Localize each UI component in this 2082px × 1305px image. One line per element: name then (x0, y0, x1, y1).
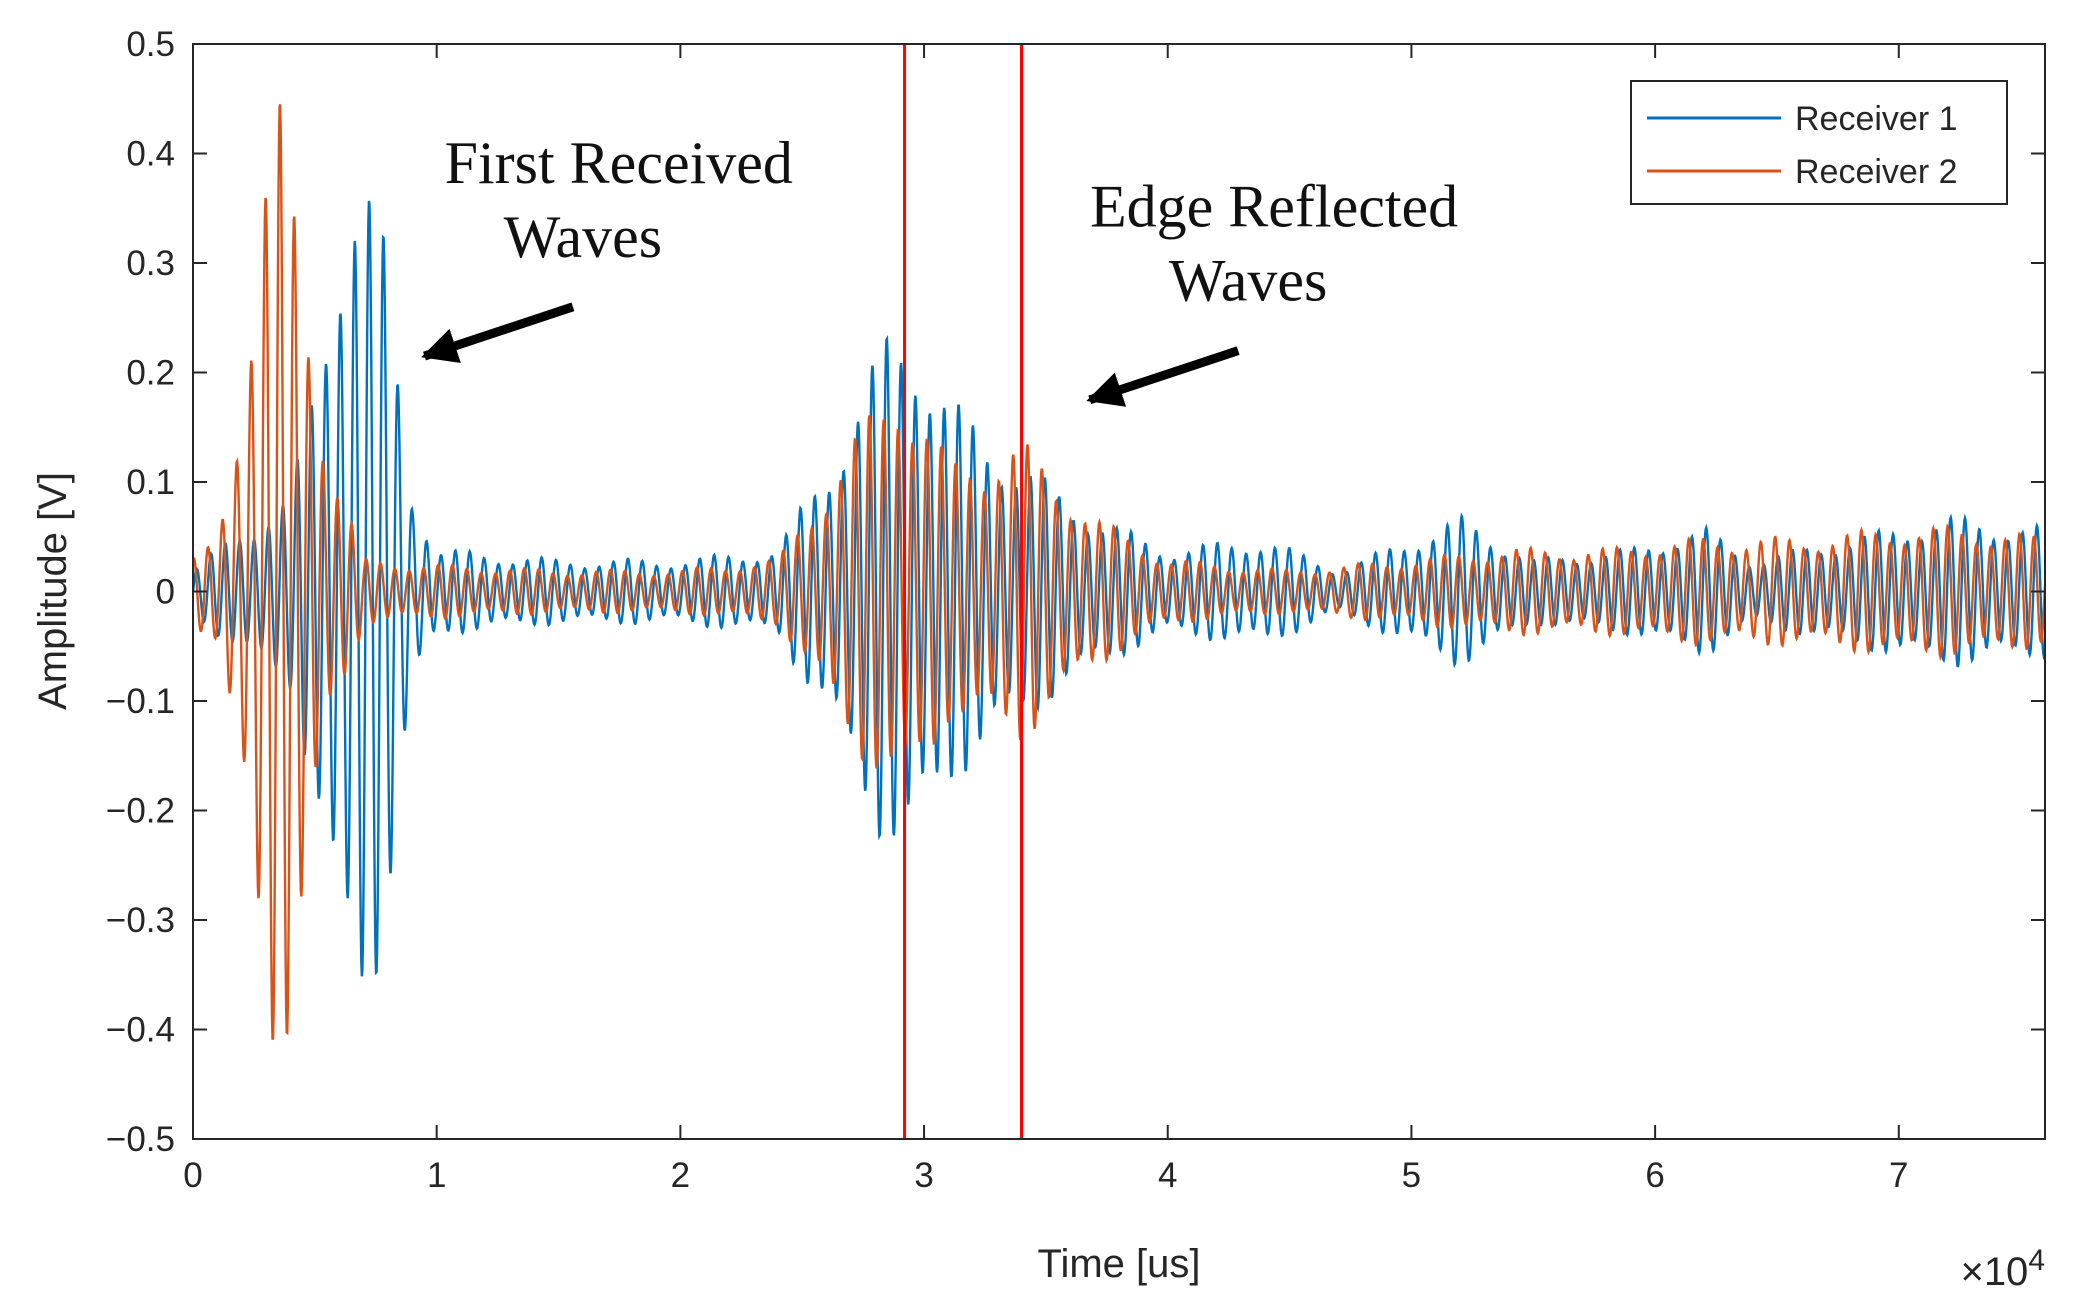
y-tick-label: 0 (156, 573, 175, 612)
y-tick-label: 0.3 (126, 244, 175, 283)
x-tick-label: 7 (1889, 1156, 1908, 1195)
x-tick-label: 4 (1158, 1156, 1177, 1195)
series-line-receiver-2 (193, 104, 2045, 1041)
series-line-receiver-1 (193, 200, 2045, 977)
annotation-text: Edge Reflected (1090, 174, 1458, 240)
x-tick-label: 6 (1645, 1156, 1664, 1195)
annotation-arrow (421, 302, 575, 363)
x-tick-label: 1 (427, 1156, 446, 1195)
y-tick-label: −0.2 (106, 792, 175, 831)
x-tick-label: 3 (914, 1156, 933, 1195)
series-layer (193, 104, 2045, 1041)
y-tick-label: −0.5 (106, 1120, 175, 1159)
x-axis-exponent-base: ×10 (1960, 1250, 2028, 1294)
annotation-text: Waves (1169, 248, 1327, 314)
reference-lines (903, 44, 1024, 1139)
y-tick-label: −0.1 (106, 682, 175, 721)
legend-box (1630, 80, 2008, 205)
x-axis-label: Time [us] (1038, 1242, 1201, 1286)
legend-label-receiver-2: Receiver 2 (1795, 153, 1958, 191)
y-tick-label: −0.3 (106, 901, 175, 940)
legend-label-receiver-1: Receiver 1 (1795, 100, 1958, 138)
y-tick-label: 0.1 (126, 463, 175, 502)
x-axis-exponent-power: 4 (2028, 1244, 2045, 1277)
annotations: First Received Waves Edge Reflected Waves (421, 130, 1458, 407)
x-axis-ticks: 0 1 2 3 4 5 6 7 (183, 44, 1909, 1195)
y-tick-label: 0.4 (126, 135, 175, 174)
annotation-text: First Received (445, 130, 793, 196)
x-tick-label: 5 (1402, 1156, 1421, 1195)
x-tick-label: 2 (671, 1156, 690, 1195)
y-tick-label: 0.5 (126, 25, 175, 64)
x-tick-label: 0 (183, 1156, 202, 1195)
y-tick-label: 0.2 (126, 354, 175, 393)
x-axis-exponent: ×104 (1960, 1244, 2045, 1294)
y-tick-label: −0.4 (106, 1011, 175, 1050)
y-axis-label: Amplitude [V] (31, 472, 75, 710)
legend: Receiver 1 Receiver 2 (1630, 80, 2008, 205)
y-axis-ticks: −0.5 −0.4 −0.3 −0.2 −0.1 0 0.1 0.2 0.3 0.4 0.5 (106, 25, 2045, 1159)
annotation-text: Waves (504, 204, 662, 270)
annotation-arrow (1086, 346, 1240, 407)
